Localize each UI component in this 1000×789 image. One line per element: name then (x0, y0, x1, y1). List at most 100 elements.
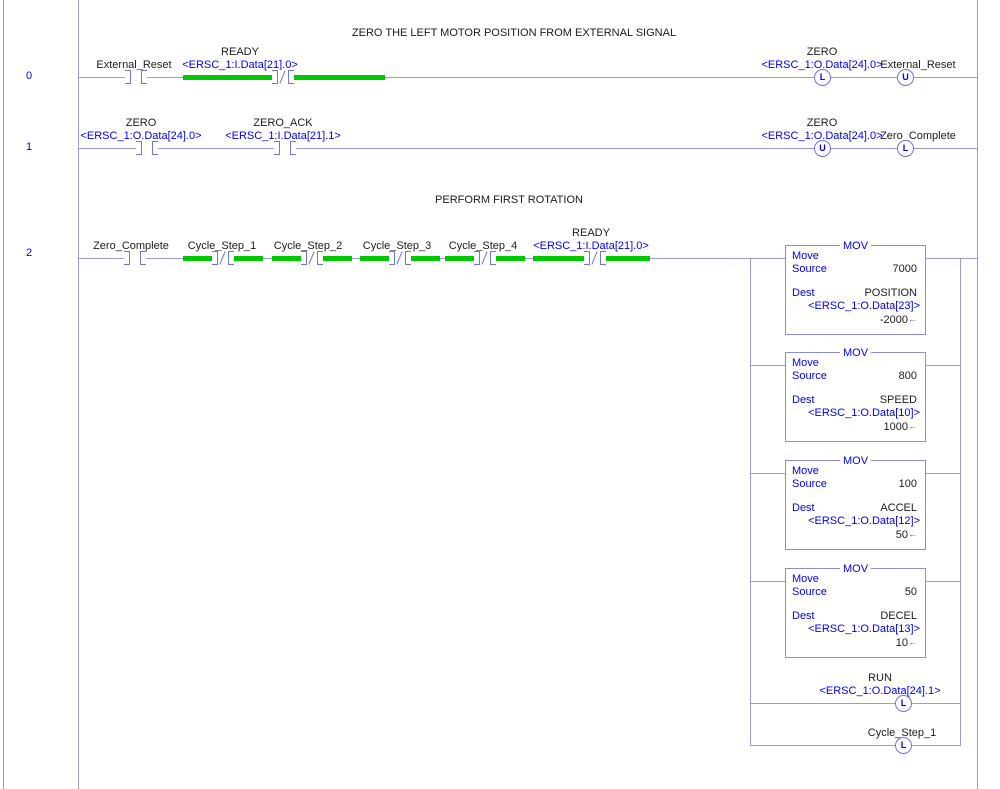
contact-xio-cycle-step-1[interactable] (212, 251, 234, 265)
source-value[interactable]: 100 (898, 478, 917, 490)
mov-block-speed[interactable]: MOV Move Source 800 Dest SPEED <ERSC_1:O… (785, 347, 926, 442)
contact-bracket-icon (272, 70, 278, 84)
coil-letter: L (902, 143, 909, 153)
contact-xio-ready[interactable] (584, 251, 606, 265)
tag-name-label[interactable]: READY (572, 227, 610, 239)
dest-label: Dest (792, 394, 815, 406)
mov-block-accel[interactable]: MOV Move Source 100 Dest ACCEL <ERSC_1:O… (785, 455, 926, 550)
tag-name-label[interactable]: Zero_Complete (880, 130, 956, 142)
coil-otu-zero[interactable]: U (814, 140, 831, 157)
dest-actual-value: 1000← (883, 421, 917, 433)
energized-highlight (445, 256, 474, 261)
contact-xic-zero-complete[interactable] (124, 251, 146, 265)
dest-tag[interactable]: <ERSC_1:O.Data[10]> (808, 407, 920, 419)
tag-name-label[interactable]: Cycle_Step_2 (273, 240, 343, 252)
coil-letter: L (900, 698, 907, 708)
rung-1-number[interactable]: 1 (25, 141, 33, 153)
value-arrow-icon: ← (908, 529, 917, 539)
tag-address-label[interactable]: <ERSC_1:I.Data[21].0> (533, 240, 649, 252)
coil-otl-cycle-step-1[interactable]: L (895, 737, 912, 754)
tag-name-label[interactable]: Cycle_Step_1 (867, 727, 937, 739)
mov-block-decel[interactable]: MOV Move Source 50 Dest DECEL <ERSC_1:O.… (785, 563, 926, 658)
energized-highlight (606, 256, 650, 261)
coil-otl-zero-complete[interactable]: L (897, 140, 914, 157)
dest-actual-value: -2000← (879, 314, 917, 326)
tag-name-label[interactable]: ZERO (806, 46, 838, 58)
tag-name-label[interactable]: ZERO_ACK (253, 117, 313, 129)
contact-bracket-icon (125, 70, 131, 84)
source-value[interactable]: 800 (898, 370, 917, 382)
tag-name-label[interactable]: Cycle_Step_3 (362, 240, 432, 252)
tag-name-label[interactable]: Zero_Complete (93, 240, 169, 252)
contact-bracket-icon (152, 141, 158, 155)
tag-address-label[interactable]: <ERSC_1:I.Data[21].1> (225, 130, 341, 142)
dest-name[interactable]: SPEED (879, 394, 917, 406)
pane-border (3, 0, 4, 789)
tag-name-label[interactable]: Cycle_Step_4 (448, 240, 518, 252)
tag-address-label[interactable]: <ERSC_1:I.Data[21].0> (182, 59, 298, 71)
dest-tag[interactable]: <ERSC_1:O.Data[23]> (808, 300, 920, 312)
tag-name-label[interactable]: READY (221, 46, 259, 58)
contact-xic-zero[interactable] (136, 141, 158, 155)
contact-xio-cycle-step-3[interactable] (389, 251, 411, 265)
tag-name-label[interactable]: RUN (868, 672, 892, 684)
mov-title: Move (792, 465, 819, 477)
nc-slash-icon (591, 251, 598, 265)
rung-0-number[interactable]: 0 (25, 70, 33, 82)
nc-slash-icon (481, 251, 488, 265)
dest-tag[interactable]: <ERSC_1:O.Data[12]> (808, 515, 920, 527)
branch-wire (750, 365, 785, 366)
dest-name[interactable]: POSITION (864, 287, 917, 299)
contact-bracket-icon (584, 251, 590, 265)
contact-xio-ready[interactable] (272, 70, 294, 84)
tag-address-label[interactable]: <ERSC_1:O.Data[24].0> (761, 130, 883, 142)
rung-0-comment[interactable]: ZERO THE LEFT MOTOR POSITION FROM EXTERN… (351, 27, 677, 39)
mov-mnemonic: MOV (786, 240, 925, 252)
dest-tag[interactable]: <ERSC_1:O.Data[13]> (808, 623, 920, 635)
source-label: Source (792, 586, 827, 598)
energized-highlight (496, 256, 525, 261)
tag-name-label[interactable]: External_Reset (96, 59, 172, 71)
dest-actual-value: 50← (895, 529, 917, 541)
tag-address-label[interactable]: <ERSC_1:O.Data[24].1> (819, 685, 941, 697)
coil-otl-run[interactable]: L (895, 695, 912, 712)
rung-2-comment[interactable]: PERFORM FIRST ROTATION (435, 194, 583, 206)
energized-highlight (234, 256, 263, 261)
energized-highlight (533, 256, 584, 261)
contact-bracket-icon (136, 141, 142, 155)
value-arrow-icon: ← (908, 314, 917, 324)
tag-address-label[interactable]: <ERSC_1:O.Data[24].0> (761, 59, 883, 71)
rung-0-wire (78, 77, 977, 78)
source-label: Source (792, 370, 827, 382)
contact-bracket-icon (317, 251, 323, 265)
contact-bracket-icon (474, 251, 480, 265)
contact-xio-cycle-step-4[interactable] (474, 251, 496, 265)
tag-name-label[interactable]: ZERO (125, 117, 157, 129)
contact-xic-external-reset[interactable] (125, 70, 147, 84)
coil-letter: L (819, 72, 826, 82)
nc-slash-icon (308, 251, 315, 265)
branch-wire (750, 473, 785, 474)
branch-wire (924, 365, 960, 366)
contact-bracket-icon (600, 251, 606, 265)
contact-xio-cycle-step-2[interactable] (301, 251, 323, 265)
rung-2-number[interactable]: 2 (25, 247, 33, 259)
contact-bracket-icon (140, 251, 146, 265)
dest-name[interactable]: DECEL (880, 610, 917, 622)
coil-otl-zero[interactable]: L (814, 69, 831, 86)
tag-name-label[interactable]: External_Reset (880, 59, 956, 71)
tag-name-label[interactable]: ZERO (806, 117, 838, 129)
contact-xic-zero-ack[interactable] (274, 141, 296, 155)
contact-bracket-icon (405, 251, 411, 265)
tag-name-label[interactable]: Cycle_Step_1 (187, 240, 257, 252)
branch-wire (960, 258, 961, 746)
source-value[interactable]: 50 (904, 586, 917, 598)
mov-block-position[interactable]: MOV Move Source 7000 Dest POSITION <ERSC… (785, 240, 926, 335)
source-value[interactable]: 7000 (892, 263, 917, 275)
energized-highlight (411, 256, 440, 261)
dest-label: Dest (792, 610, 815, 622)
dest-name[interactable]: ACCEL (880, 502, 917, 514)
coil-otu-external-reset[interactable]: U (897, 69, 914, 86)
tag-address-label[interactable]: <ERSC_1:O.Data[24].0> (80, 130, 202, 142)
